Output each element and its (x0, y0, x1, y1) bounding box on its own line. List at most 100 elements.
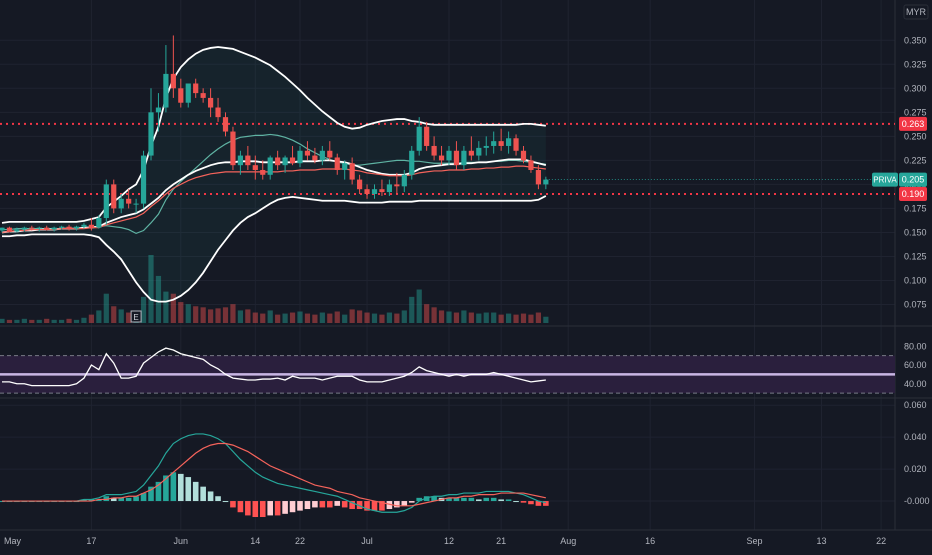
ticker-badge[interactable] (872, 172, 898, 187)
candle[interactable] (349, 163, 355, 180)
volume-bar[interactable] (371, 313, 378, 323)
candle[interactable] (208, 97, 214, 108)
macd-histogram-bar[interactable] (289, 501, 296, 513)
volume-bar[interactable] (476, 313, 482, 323)
candle[interactable] (51, 227, 57, 230)
volume-bar[interactable] (498, 314, 504, 323)
volume-bar[interactable] (520, 313, 527, 323)
candle[interactable] (424, 126, 430, 146)
volume-bar[interactable] (282, 313, 288, 323)
volume-bar[interactable] (260, 313, 266, 323)
candle[interactable] (81, 224, 87, 227)
macd-histogram-bar[interactable] (401, 501, 408, 506)
bollinger-lower-line[interactable] (2, 195, 547, 303)
macd-histogram-bar[interactable] (476, 499, 482, 502)
macd-histogram-bar[interactable] (408, 501, 415, 503)
candle[interactable] (163, 73, 169, 108)
macd-line[interactable] (2, 433, 546, 513)
candle[interactable] (438, 155, 445, 161)
volume-bar[interactable] (88, 314, 94, 323)
volume-bar[interactable] (208, 309, 214, 323)
candle[interactable] (312, 155, 318, 161)
macd-histogram-bar[interactable] (185, 477, 192, 502)
volume-bar[interactable] (200, 307, 206, 323)
volume-bar[interactable] (312, 314, 318, 323)
volume-bar[interactable] (334, 311, 340, 323)
volume-bar[interactable] (289, 312, 296, 323)
macd-histogram-bar[interactable] (505, 499, 512, 502)
candle[interactable] (44, 227, 50, 230)
volume-bar[interactable] (535, 312, 541, 323)
macd-histogram-bar[interactable] (155, 481, 162, 502)
last-price-badge[interactable] (899, 172, 927, 187)
candle[interactable] (140, 155, 147, 204)
macd-histogram-bar[interactable] (148, 486, 154, 502)
level-badge[interactable] (899, 187, 927, 202)
macd-histogram-bar[interactable] (319, 501, 326, 508)
macd-histogram-bar[interactable] (371, 501, 378, 511)
candle[interactable] (66, 226, 72, 229)
volume-bar[interactable] (297, 311, 303, 323)
macd-histogram-bar[interactable] (535, 501, 542, 506)
macd-histogram-bar[interactable] (259, 501, 266, 518)
candle[interactable] (200, 93, 206, 98)
volume-bar[interactable] (51, 319, 57, 323)
volume-bar[interactable] (170, 293, 176, 323)
volume-bar[interactable] (513, 314, 519, 323)
volume-bar[interactable] (424, 304, 430, 323)
volume-bar[interactable] (126, 312, 132, 323)
currency-badge[interactable]: MYR (903, 4, 929, 20)
candle[interactable] (520, 150, 527, 161)
macd-histogram-bar[interactable] (267, 501, 273, 516)
bollinger-upper-line[interactable] (1, 46, 546, 224)
macd-histogram-bar[interactable] (274, 501, 281, 516)
candle[interactable] (327, 150, 333, 158)
volume-bar[interactable] (6, 319, 13, 323)
macd-histogram-bar[interactable] (282, 501, 288, 514)
candle[interactable] (111, 184, 117, 209)
candle[interactable] (476, 147, 482, 156)
volume-bar[interactable] (193, 306, 199, 323)
candle[interactable] (535, 169, 541, 185)
volume-bar[interactable] (528, 314, 534, 323)
macd-histogram-bar[interactable] (245, 501, 251, 516)
candle[interactable] (118, 198, 124, 209)
volume-bar[interactable] (438, 310, 445, 323)
volume-bar[interactable] (446, 311, 452, 323)
candle[interactable] (379, 189, 385, 193)
macd-panel[interactable] (0, 433, 549, 518)
volume-bar[interactable] (543, 316, 549, 323)
candle[interactable] (73, 226, 80, 229)
volume-bar[interactable] (401, 310, 407, 323)
candle[interactable] (461, 150, 467, 166)
macd-histogram-bar[interactable] (200, 486, 206, 502)
volume-bar[interactable] (506, 313, 512, 323)
macd-histogram-bar[interactable] (192, 481, 199, 502)
signal-line[interactable] (2, 442, 546, 507)
macd-histogram-bar[interactable] (207, 491, 214, 502)
macd-histogram-bar[interactable] (81, 499, 87, 502)
candle[interactable] (148, 112, 154, 156)
macd-histogram-bar[interactable] (222, 501, 229, 503)
candle[interactable] (260, 169, 266, 175)
macd-histogram-bar[interactable] (215, 496, 221, 502)
candle[interactable] (237, 155, 243, 166)
volume-bar[interactable] (364, 312, 370, 323)
macd-histogram-bar[interactable] (364, 501, 370, 511)
candle[interactable] (386, 184, 392, 193)
macd-histogram-bar[interactable] (334, 501, 341, 506)
macd-histogram-bar[interactable] (453, 497, 460, 502)
candle[interactable] (528, 160, 534, 170)
candle[interactable] (416, 126, 422, 151)
volume-bar[interactable] (103, 293, 109, 323)
volume-bar[interactable] (14, 319, 20, 323)
macd-histogram-bar[interactable] (394, 501, 400, 508)
volume-bar[interactable] (304, 313, 311, 323)
candle[interactable] (483, 145, 489, 148)
macd-histogram-bar[interactable] (304, 501, 311, 510)
candle[interactable] (498, 141, 504, 146)
volume-bar[interactable] (148, 255, 154, 323)
candle[interactable] (371, 189, 378, 195)
macd-histogram-bar[interactable] (252, 501, 259, 518)
macd-histogram-bar[interactable] (423, 496, 430, 502)
